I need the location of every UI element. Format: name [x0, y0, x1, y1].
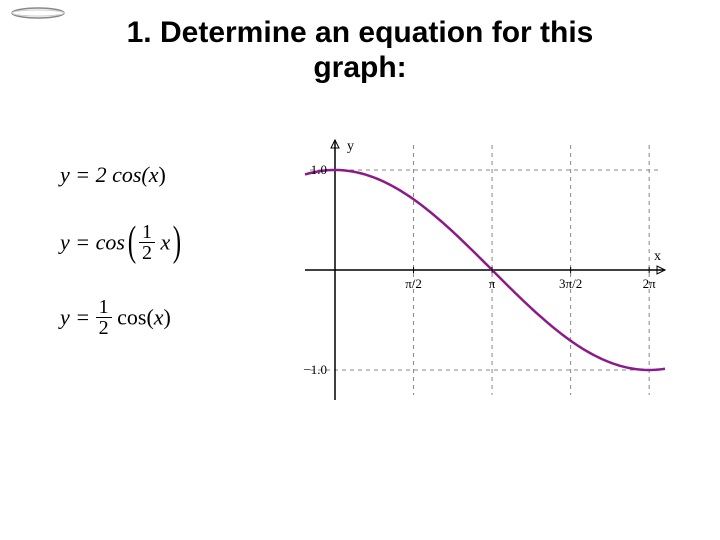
- cosine-graph: π/2 π 3π/2 2π 1.0 −1.0 y x: [275, 125, 695, 415]
- ans3-prefix: y =: [60, 304, 96, 329]
- ans2-num: 1: [139, 222, 155, 242]
- ans1-suffix: ): [159, 162, 166, 187]
- ans1-var: x: [149, 162, 159, 187]
- svg-text:2π: 2π: [643, 276, 657, 291]
- svg-text:1.0: 1.0: [311, 162, 327, 177]
- title-line1: 1. Determine an equation for this: [127, 16, 594, 49]
- answer-option-3: y = 12 cos(x): [60, 297, 270, 338]
- svg-text:y: y: [347, 139, 354, 154]
- answer-option-1: y = 2 cos(x): [60, 160, 270, 188]
- ans3-var: x: [154, 304, 164, 329]
- answer-options: y = 2 cos(x) y = cos(12 x) y = 12 cos(x): [60, 160, 270, 372]
- answer-option-2: y = cos(12 x): [60, 222, 270, 263]
- ans1-prefix: y = 2 cos(: [60, 162, 149, 187]
- svg-text:π/2: π/2: [405, 276, 422, 291]
- svg-text:π: π: [489, 276, 496, 291]
- ans3-num: 1: [96, 297, 112, 317]
- question-title: 1. Determine an equation for this graph:: [0, 16, 720, 85]
- ans2-var: x: [160, 229, 170, 254]
- svg-text:−1.0: −1.0: [303, 362, 327, 377]
- graph-container: π/2 π 3π/2 2π 1.0 −1.0 y x: [275, 125, 695, 420]
- title-line2: graph:: [313, 51, 406, 84]
- ans3-suffix: ): [164, 304, 171, 329]
- ans2-prefix: y = cos: [60, 229, 125, 254]
- svg-text:x: x: [654, 249, 661, 264]
- ans3-den: 2: [96, 317, 112, 338]
- svg-text:3π/2: 3π/2: [559, 276, 582, 291]
- ans3-mid: cos(: [112, 304, 154, 329]
- ans2-den: 2: [139, 242, 155, 263]
